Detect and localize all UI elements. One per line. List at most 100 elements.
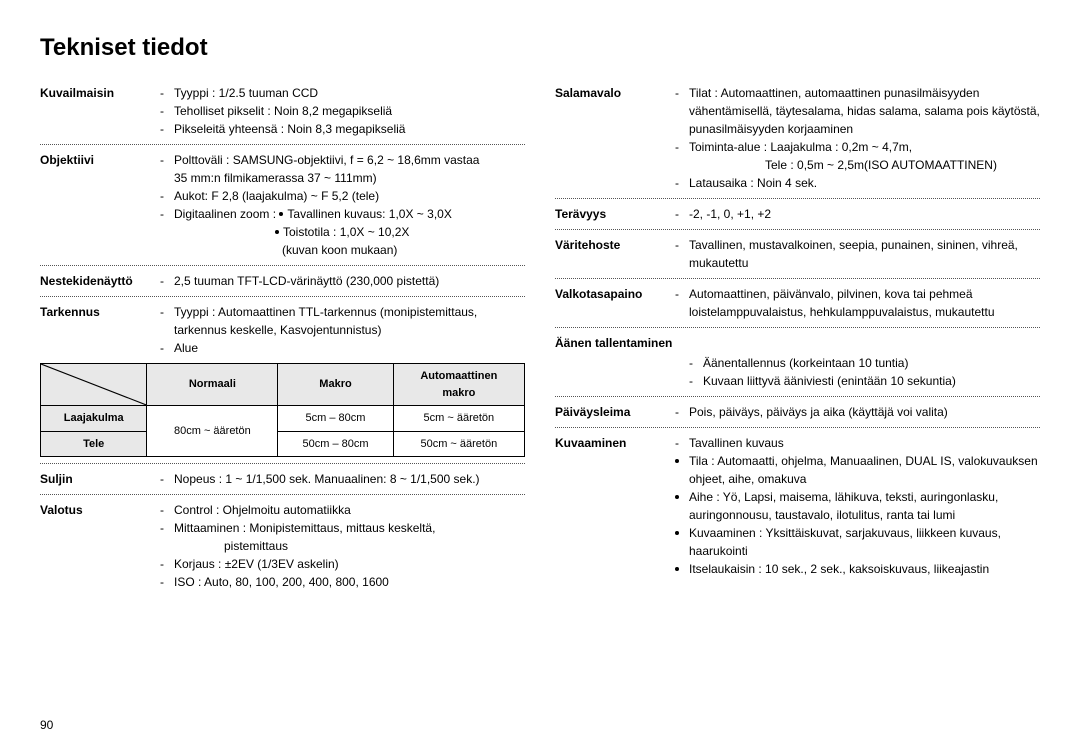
- value-objektiivi: -Polttoväli : SAMSUNG-objektiivi, f = 6,…: [160, 151, 525, 259]
- sal-l1: Tilat : Automaattinen, automaattinen pun…: [689, 84, 1040, 138]
- rh-tele: Tele: [41, 431, 147, 457]
- left-column: Kuvailmaisin -Tyyppi : 1/2.5 tuuman CCD …: [40, 84, 525, 593]
- table-row: Tele 50cm – 80cm 50cm ~ ääretön: [41, 431, 525, 457]
- var-l1: Tavallinen, mustavalkoinen, seepia, puna…: [689, 236, 1040, 272]
- spec-suljin: Suljin -Nopeus : 1 ~ 1/1,500 sek. Manuaa…: [40, 470, 525, 488]
- label-salamavalo: Salamavalo: [555, 84, 675, 192]
- table-row: Laajakulma 80cm ~ ääretön 5cm – 80cm 5cm…: [41, 406, 525, 432]
- value-suljin: -Nopeus : 1 ~ 1/1,500 sek. Manuaalinen: …: [160, 470, 525, 488]
- tar-l1: Tyyppi : Automaattinen TTL-tarkennus (mo…: [174, 303, 525, 321]
- separator: [40, 463, 525, 464]
- separator: [555, 327, 1040, 328]
- spec-kuvaaminen: Kuvaaminen -Tavallinen kuvaus Tila : Aut…: [555, 434, 1040, 578]
- kuva-b2: Aihe : Yö, Lapsi, maisema, lähikuva, tek…: [689, 488, 1040, 524]
- separator: [555, 427, 1040, 428]
- th-automakro: Automaattinenmakro: [393, 364, 524, 406]
- sul-l1: Nopeus : 1 ~ 1/1,500 sek. Manuaalinen: 8…: [174, 470, 525, 488]
- obj-l3: Digitaalinen zoom : Tavallinen kuvaus: 1…: [174, 205, 525, 223]
- label-suljin: Suljin: [40, 470, 160, 488]
- focus-table: Normaali Makro Automaattinenmakro Laajak…: [40, 363, 525, 457]
- val-l2: Mittaaminen : Monipistemittaus, mittaus …: [174, 519, 525, 537]
- value-kuvailmaisin: -Tyyppi : 1/2.5 tuuman CCD -Teholliset p…: [160, 84, 525, 138]
- val-l2b: pistemittaus: [160, 537, 525, 555]
- label-valkotasapaino: Valkotasapaino: [555, 285, 675, 321]
- label-tarkennus: Tarkennus: [40, 303, 160, 357]
- pai-l1: Pois, päiväys, päiväys ja aika (käyttäjä…: [689, 403, 1040, 421]
- spec-teravyys: Terävyys --2, -1, 0, +1, +2: [555, 205, 1040, 223]
- td-makro-b: 50cm – 80cm: [278, 431, 393, 457]
- spec-valotus: Valotus -Control : Ohjelmoitu automatiik…: [40, 501, 525, 591]
- sal-l2b: Tele : 0,5m ~ 2,5m(ISO AUTOMAATTINEN): [675, 156, 1040, 174]
- label-aanen: Äänen tallentaminen: [555, 334, 715, 352]
- kuv-l2: Teholliset pikselit : Noin 8,2 megapikse…: [174, 102, 525, 120]
- val-l1: Control : Ohjelmoitu automatiikka: [174, 501, 525, 519]
- separator: [40, 144, 525, 145]
- page-number: 90: [40, 716, 53, 734]
- rh-laajakulma: Laajakulma: [41, 406, 147, 432]
- th-normaali: Normaali: [147, 364, 278, 406]
- value-teravyys: --2, -1, 0, +1, +2: [675, 205, 1040, 223]
- kuv-l3: Pikseleitä yhteensä : Noin 8,3 megapikse…: [174, 120, 525, 138]
- aan-l1: Äänentallennus (korkeintaan 10 tuntia): [703, 354, 1040, 372]
- label-kuvailmaisin: Kuvailmaisin: [40, 84, 160, 138]
- tar-l2: Alue: [174, 339, 525, 357]
- td-makro-a: 5cm – 80cm: [278, 406, 393, 432]
- separator: [555, 278, 1040, 279]
- obj-l4: Toistotila : 1,0X ~ 10,2X: [160, 223, 525, 241]
- spec-columns: Kuvailmaisin -Tyyppi : 1/2.5 tuuman CCD …: [40, 84, 1040, 593]
- value-tarkennus: -Tyyppi : Automaattinen TTL-tarkennus (m…: [160, 303, 525, 357]
- separator: [555, 396, 1040, 397]
- right-column: Salamavalo -Tilat : Automaattinen, autom…: [555, 84, 1040, 593]
- kuva-b3: Kuvaaminen : Yksittäiskuvat, sarjakuvaus…: [689, 524, 1040, 560]
- td-auto-b: 50cm ~ ääretön: [393, 431, 524, 457]
- spec-aanen: Äänen tallentaminen -Äänentallennus (kor…: [555, 334, 1040, 390]
- value-aanen: -Äänentallennus (korkeintaan 10 tuntia) …: [555, 354, 1040, 390]
- label-teravyys: Terävyys: [555, 205, 675, 223]
- label-nestekide: Nestekidenäyttö: [40, 272, 160, 290]
- value-valotus: -Control : Ohjelmoitu automatiikka -Mitt…: [160, 501, 525, 591]
- obj-l1b: 35 mm:n filmikamerassa 37 ~ 111mm): [160, 169, 525, 187]
- spec-tarkennus: Tarkennus -Tyyppi : Automaattinen TTL-ta…: [40, 303, 525, 357]
- spec-salamavalo: Salamavalo -Tilat : Automaattinen, autom…: [555, 84, 1040, 192]
- value-varitehoste: -Tavallinen, mustavalkoinen, seepia, pun…: [675, 236, 1040, 272]
- td-auto-a: 5cm ~ ääretön: [393, 406, 524, 432]
- separator: [555, 198, 1040, 199]
- table-row: Normaali Makro Automaattinenmakro: [41, 364, 525, 406]
- spec-kuvailmaisin: Kuvailmaisin -Tyyppi : 1/2.5 tuuman CCD …: [40, 84, 525, 138]
- value-paivaysleima: -Pois, päiväys, päiväys ja aika (käyttäj…: [675, 403, 1040, 421]
- separator: [40, 296, 525, 297]
- nes-l1: 2,5 tuuman TFT-LCD-värinäyttö (230,000 p…: [174, 272, 525, 290]
- separator: [555, 229, 1040, 230]
- ter-l1: -2, -1, 0, +1, +2: [689, 205, 1040, 223]
- sal-l3: Latausaika : Noin 4 sek.: [689, 174, 1040, 192]
- th-makro: Makro: [278, 364, 393, 406]
- val-l3: Korjaus : ±2EV (1/3EV askelin): [174, 555, 525, 573]
- obj-l5: (kuvan koon mukaan): [160, 241, 525, 259]
- label-kuvaaminen: Kuvaaminen: [555, 434, 675, 578]
- valk-l1: Automaattinen, päivänvalo, pilvinen, kov…: [689, 285, 1040, 321]
- spec-varitehoste: Väritehoste -Tavallinen, mustavalkoinen,…: [555, 236, 1040, 272]
- tar-l1b: tarkennus keskelle, Kasvojentunnistus): [160, 321, 525, 339]
- spec-nestekide: Nestekidenäyttö -2,5 tuuman TFT-LCD-väri…: [40, 272, 525, 290]
- spec-valkotasapaino: Valkotasapaino -Automaattinen, päivänval…: [555, 285, 1040, 321]
- value-nestekide: -2,5 tuuman TFT-LCD-värinäyttö (230,000 …: [160, 272, 525, 290]
- diag-cell: [41, 364, 147, 406]
- obj-l1: Polttoväli : SAMSUNG-objektiivi, f = 6,2…: [174, 151, 525, 169]
- spec-paivaysleima: Päiväysleima -Pois, päiväys, päiväys ja …: [555, 403, 1040, 421]
- label-varitehoste: Väritehoste: [555, 236, 675, 272]
- separator: [40, 494, 525, 495]
- kuva-l1: Tavallinen kuvaus: [689, 434, 1040, 452]
- kuv-l1: Tyyppi : 1/2.5 tuuman CCD: [174, 84, 525, 102]
- page-title: Tekniset tiedot: [40, 30, 1040, 66]
- kuva-b4: Itselaukaisin : 10 sek., 2 sek., kaksois…: [689, 560, 1040, 578]
- val-l4: ISO : Auto, 80, 100, 200, 400, 800, 1600: [174, 573, 525, 591]
- kuva-b1: Tila : Automaatti, ohjelma, Manuaalinen,…: [689, 452, 1040, 488]
- td-normaali: 80cm ~ ääretön: [147, 406, 278, 457]
- value-kuvaaminen: -Tavallinen kuvaus Tila : Automaatti, oh…: [675, 434, 1040, 578]
- obj-l2: Aukot: F 2,8 (laajakulma) ~ F 5,2 (tele): [174, 187, 525, 205]
- separator: [40, 265, 525, 266]
- aan-l2: Kuvaan liittyvä ääniviesti (enintään 10 …: [703, 372, 1040, 390]
- label-paivaysleima: Päiväysleima: [555, 403, 675, 421]
- value-salamavalo: -Tilat : Automaattinen, automaattinen pu…: [675, 84, 1040, 192]
- label-valotus: Valotus: [40, 501, 160, 591]
